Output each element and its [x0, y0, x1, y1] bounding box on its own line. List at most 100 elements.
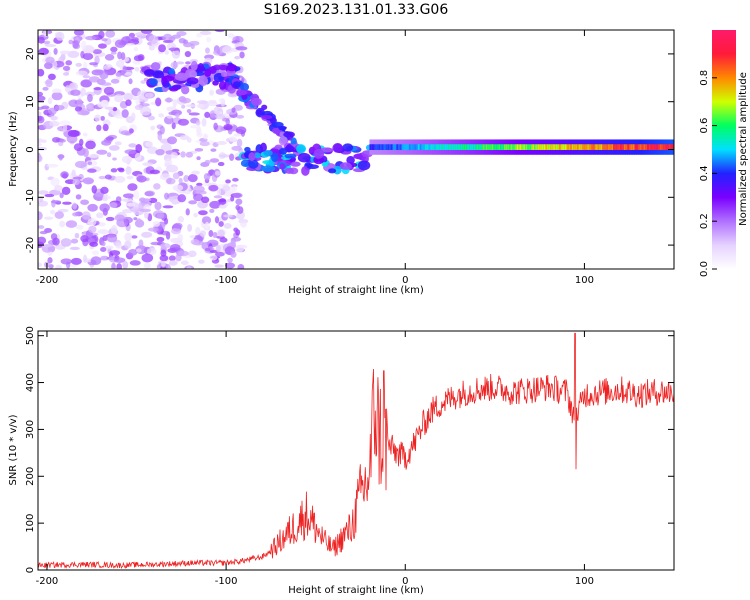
heatmap-cell: [516, 144, 519, 150]
heatmap-cell: [460, 144, 464, 150]
heatmap-cell: [155, 149, 165, 156]
heatmap-cell: [568, 144, 571, 150]
heatmap-cell: [507, 144, 510, 150]
heatmap-cell: [231, 107, 236, 113]
heatmap-cell: [218, 98, 225, 103]
heatmap-cell: [448, 144, 451, 150]
heatmap-cell: [171, 200, 178, 205]
heatmap-cell: [186, 266, 192, 269]
heatmap-cell: [181, 104, 186, 109]
heatmap-cell: [114, 39, 126, 48]
heatmap-cell: [636, 144, 639, 150]
y-tick-label: 200: [25, 467, 36, 486]
heatmap-cell: [102, 123, 109, 132]
heatmap-cell: [44, 62, 53, 70]
heatmap-cell: [77, 110, 90, 116]
heatmap-cell: [104, 245, 114, 250]
heatmap-cell: [561, 144, 564, 150]
heatmap-cell: [575, 144, 578, 150]
heatmap-cell: [232, 192, 243, 199]
heatmap-cell: [198, 210, 208, 216]
heatmap-cell: [201, 118, 207, 127]
heatmap-cell: [183, 175, 190, 183]
heatmap-cell: [146, 247, 157, 256]
heatmap-cell: [94, 114, 102, 122]
heatmap-cell: [485, 144, 489, 150]
heatmap-cell: [623, 144, 627, 150]
heatmap-cell: [204, 111, 211, 119]
heatmap-cell: [509, 144, 512, 150]
heatmap-cell: [181, 97, 192, 104]
heatmap-cell: [235, 126, 247, 135]
heatmap-cell: [478, 144, 481, 150]
snr-panel: -200 -100 0 100 0 100 200 300 400 500 Height of s…: [8, 326, 675, 596]
heatmap-cell: [223, 214, 234, 218]
heatmap-cell: [150, 125, 156, 131]
heatmap-cell: [519, 144, 523, 150]
heatmap-cell: [605, 144, 609, 150]
heatmap-cell: [72, 212, 79, 217]
heatmap-cell: [121, 109, 129, 118]
heatmap-cell: [512, 144, 515, 150]
heatmap-cell: [407, 144, 410, 150]
heatmap-cell: [174, 72, 189, 81]
heatmap-cell: [50, 200, 62, 204]
heatmap-cell: [620, 144, 623, 150]
heatmap-cell: [117, 51, 123, 60]
x-tick-label: 0: [402, 275, 408, 286]
heatmap-cell: [444, 144, 447, 150]
heatmap-cell: [555, 144, 558, 150]
heatmap-cell: [47, 73, 56, 81]
heatmap-cell: [38, 225, 45, 229]
colorbar-label: Normalized spectral amplitude: [738, 72, 749, 226]
heatmap-cell: [186, 77, 199, 85]
heatmap-cell: [190, 43, 195, 50]
heatmap-cell: [600, 144, 603, 150]
heatmap-cell: [89, 62, 99, 66]
heatmap-cell: [170, 61, 179, 69]
heatmap-cell: [87, 93, 93, 103]
spectrogram-xlabel: Height of straight line (km): [288, 285, 424, 296]
heatmap-cell: [196, 33, 203, 38]
heatmap-cell: [126, 175, 134, 180]
heatmap-cell: [217, 161, 225, 167]
heatmap-cell: [65, 60, 73, 66]
heatmap-cell: [38, 153, 42, 162]
heatmap-cell: [128, 78, 133, 85]
heatmap-cell: [80, 79, 92, 88]
heatmap-cell: [433, 144, 437, 150]
heatmap-cell: [144, 92, 154, 98]
y-tick-label: -20: [25, 237, 36, 253]
heatmap-cell: [430, 144, 433, 150]
heatmap-cell: [139, 103, 150, 107]
heatmap-cell: [87, 161, 93, 165]
heatmap-cell: [81, 211, 91, 220]
heatmap-cell: [116, 263, 122, 269]
heatmap-cell: [278, 126, 287, 131]
x-tick-label: 100: [575, 576, 594, 587]
colorbar-tick-label: 0.2: [699, 213, 710, 229]
heatmap-cell: [222, 46, 233, 54]
heatmap-cell: [42, 86, 49, 91]
heatmap-cell: [188, 200, 197, 205]
snr-frame: [37, 330, 675, 571]
heatmap-cell: [172, 184, 184, 192]
heatmap-cell: [459, 144, 462, 150]
heatmap-cell: [190, 239, 200, 245]
heatmap-cell: [566, 144, 569, 150]
spectrogram-heatmap: [38, 30, 674, 269]
x-tick-label: 100: [575, 275, 594, 286]
colorbar-tick-label: 0.0: [699, 261, 710, 277]
heatmap-cell: [128, 143, 137, 148]
heatmap-cell: [50, 115, 59, 121]
heatmap-cell: [260, 142, 267, 153]
heatmap-cell: [216, 187, 222, 196]
heatmap-cell: [166, 136, 178, 145]
heatmap-cell: [62, 124, 68, 132]
heatmap-cell: [235, 244, 245, 253]
colorbar-tick-label: 0.6: [699, 118, 710, 134]
heatmap-cell: [284, 167, 294, 174]
colorbar-ticks: 0.0 0.2 0.4 0.6 0.8: [699, 70, 717, 277]
heatmap-cell: [44, 193, 55, 198]
